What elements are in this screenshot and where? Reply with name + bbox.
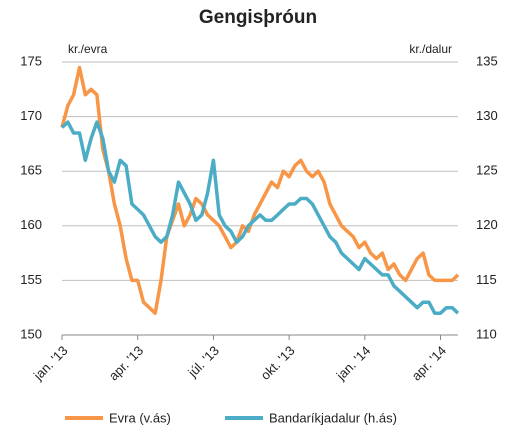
y2-tick-label: 115 — [476, 272, 497, 287]
y-tick-label: 160 — [20, 217, 42, 232]
chart-title: Gengisþróun — [199, 7, 317, 28]
legend-label: Evra (v.ás) — [109, 410, 171, 425]
y2-tick-label: 130 — [476, 108, 498, 123]
legend-label: Bandaríkjadalur (h.ás) — [269, 410, 397, 425]
y-tick-label: 170 — [20, 108, 42, 123]
y2-tick-label: 110 — [476, 326, 497, 341]
y-tick-label: 175 — [20, 53, 42, 68]
y2-tick-label: 120 — [476, 217, 498, 232]
x-tick-label: apr. '14 — [409, 343, 449, 383]
x-tick-label: júl. '13 — [184, 343, 222, 381]
x-tick-label: okt. '13 — [258, 343, 298, 383]
y2-axis-label: kr./dalur — [409, 42, 452, 56]
y2-tick-label: 125 — [476, 163, 498, 178]
line-series — [60, 65, 460, 315]
y-axis-label: kr./evra — [68, 42, 108, 56]
y-tick-label: 155 — [20, 272, 42, 287]
x-tick-label: apr. '13 — [106, 343, 146, 383]
line-series — [60, 120, 460, 315]
y-tick-label: 165 — [20, 163, 42, 178]
x-tick-label: jan. '13 — [30, 343, 71, 384]
y-tick-label: 150 — [20, 326, 42, 341]
y2-tick-label: 135 — [476, 53, 498, 68]
x-tick-label: jan. '14 — [333, 343, 374, 384]
